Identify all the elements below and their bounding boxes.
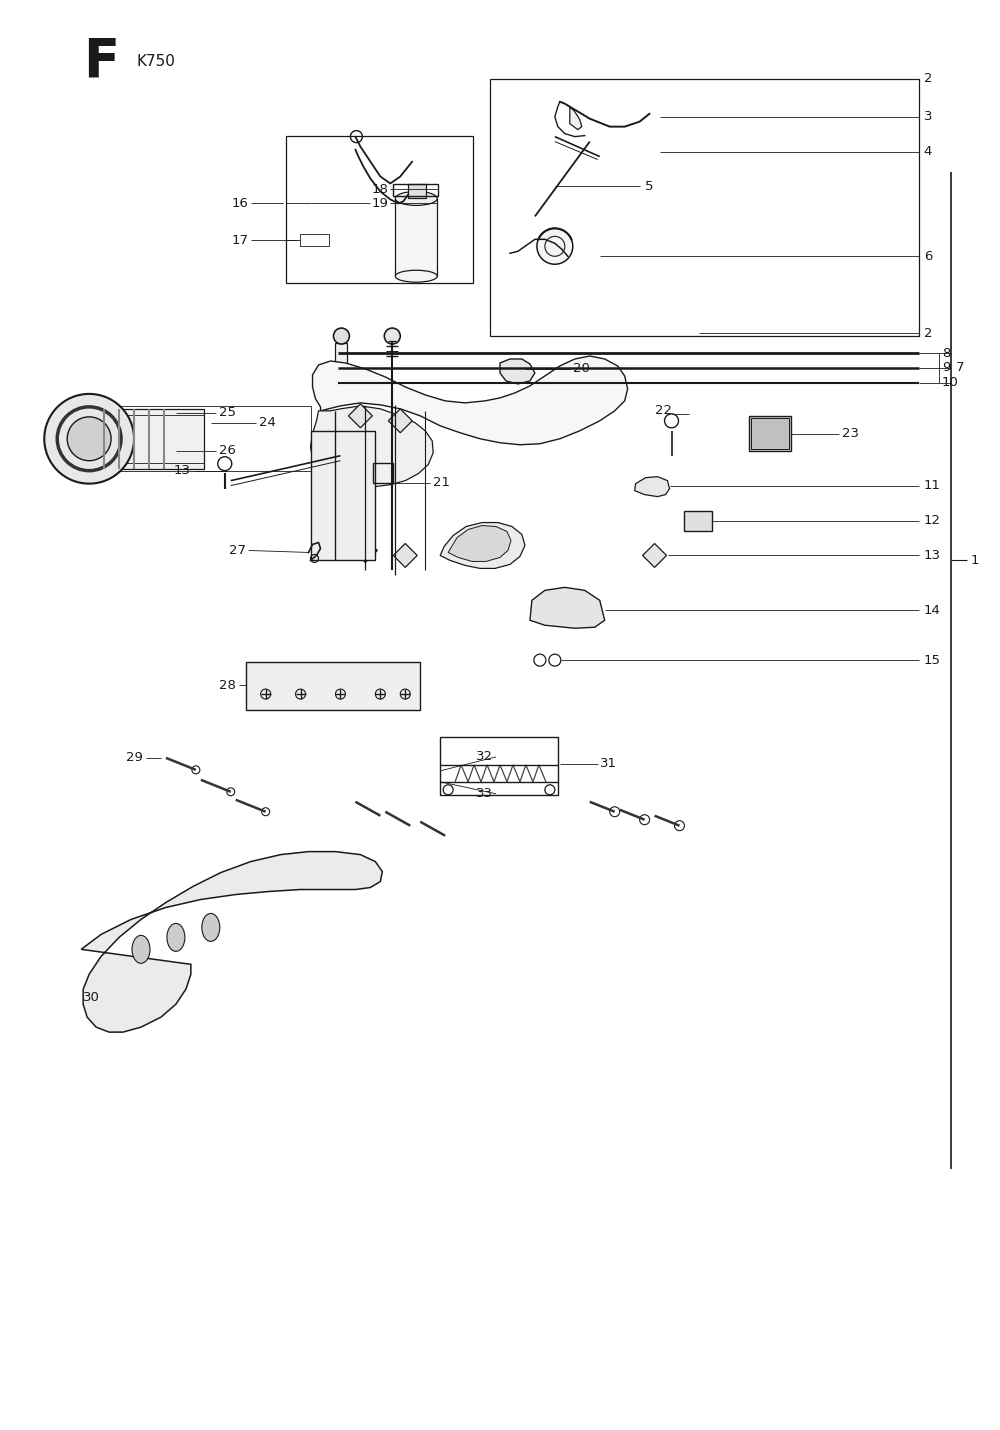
Text: 9: 9	[942, 362, 950, 375]
Bar	[373, 463, 393, 483]
Polygon shape	[81, 852, 382, 1032]
Text: 32: 32	[476, 751, 493, 764]
Polygon shape	[348, 403, 372, 428]
Bar	[81, 406, 311, 470]
Bar	[286, 136, 473, 283]
Bar	[751, 418, 789, 449]
Text: 2: 2	[924, 73, 932, 86]
Ellipse shape	[395, 192, 437, 206]
Polygon shape	[353, 539, 377, 562]
Bar	[311, 430, 375, 561]
Circle shape	[384, 327, 400, 345]
Text: 23: 23	[842, 428, 859, 440]
Bar	[395, 199, 437, 276]
Ellipse shape	[395, 270, 437, 282]
Text: 2: 2	[924, 326, 932, 339]
Polygon shape	[448, 526, 511, 562]
Text: 15: 15	[924, 654, 941, 666]
Bar	[684, 511, 712, 531]
Circle shape	[333, 327, 349, 345]
Text: 6: 6	[924, 250, 932, 263]
Text: 12: 12	[924, 513, 941, 528]
Polygon shape	[570, 107, 582, 130]
Polygon shape	[500, 359, 535, 383]
Text: 1: 1	[971, 553, 979, 566]
Text: 8: 8	[942, 346, 950, 359]
Text: 7: 7	[956, 362, 964, 375]
Text: 17: 17	[232, 235, 249, 247]
Bar	[440, 736, 558, 795]
Text: K750: K750	[136, 54, 175, 69]
Text: F: F	[83, 36, 119, 87]
Text: 5: 5	[645, 180, 653, 193]
Circle shape	[537, 229, 573, 265]
Text: 33: 33	[476, 788, 493, 801]
Bar	[300, 235, 329, 246]
Text: 25: 25	[219, 406, 236, 419]
Text: 24: 24	[259, 416, 276, 429]
Text: 26: 26	[219, 445, 236, 458]
Text: 10: 10	[942, 376, 959, 389]
Ellipse shape	[132, 935, 150, 964]
Polygon shape	[311, 406, 433, 486]
Polygon shape	[635, 476, 670, 496]
Bar	[84, 415, 204, 463]
Bar	[393, 184, 438, 196]
Text: 20: 20	[573, 362, 590, 376]
Text: 14: 14	[924, 603, 941, 616]
Bar	[84, 409, 204, 469]
Ellipse shape	[202, 914, 220, 941]
Ellipse shape	[167, 924, 185, 951]
Text: 28: 28	[219, 679, 236, 692]
Bar	[749, 416, 791, 450]
Text: 4: 4	[924, 144, 932, 159]
Text: 3: 3	[924, 110, 932, 123]
Text: 16: 16	[232, 197, 249, 210]
Bar	[408, 184, 426, 199]
Polygon shape	[440, 522, 525, 568]
Circle shape	[44, 393, 134, 483]
Text: 27: 27	[229, 543, 246, 556]
Polygon shape	[643, 543, 667, 568]
Polygon shape	[393, 543, 417, 568]
Bar	[490, 79, 919, 336]
Text: 11: 11	[924, 479, 941, 492]
Text: 19: 19	[371, 197, 388, 210]
Bar	[246, 662, 420, 711]
Polygon shape	[313, 356, 628, 445]
Bar	[335, 343, 347, 383]
Text: 13: 13	[174, 465, 191, 478]
Text: 30: 30	[83, 991, 100, 1004]
Text: 22: 22	[655, 405, 672, 418]
Text: 13: 13	[924, 549, 941, 562]
Text: 31: 31	[600, 758, 617, 771]
Text: 21: 21	[433, 476, 450, 489]
Text: 29: 29	[126, 751, 143, 765]
Polygon shape	[530, 588, 605, 628]
Circle shape	[67, 416, 111, 460]
Polygon shape	[388, 409, 412, 433]
Text: 18: 18	[371, 183, 388, 196]
